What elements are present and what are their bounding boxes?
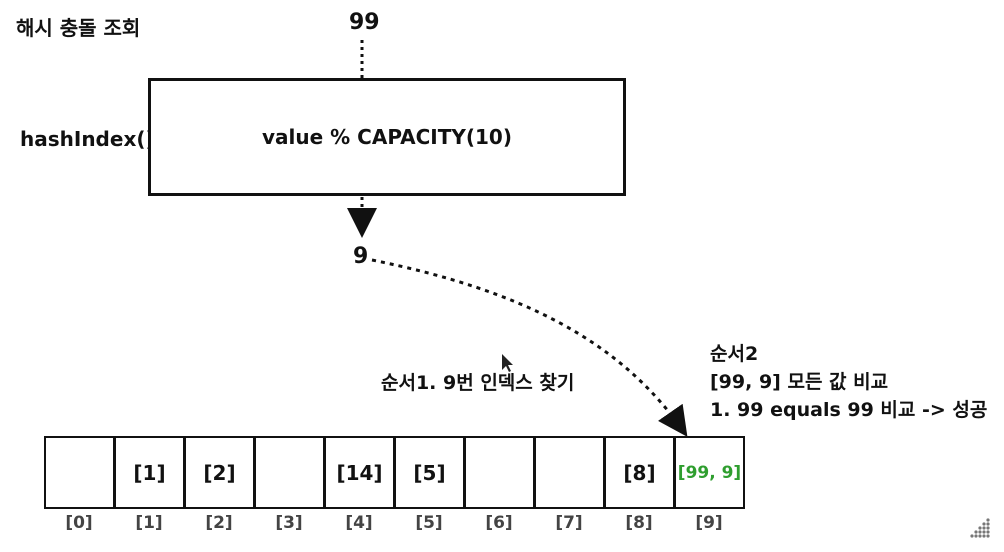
index-label-8: [8] (625, 513, 653, 533)
function-label: hashIndex() (20, 127, 155, 151)
bucket-4: [14] (324, 436, 395, 509)
index-labels: [0] [1] [2] [3] [4] [5] [6] [7] [8] [9] (44, 513, 744, 533)
bucket-0 (44, 436, 115, 509)
index-label-6: [6] (485, 513, 513, 533)
bucket-array: [1] [2] [14] [5] [8] [99, 9] (44, 436, 745, 509)
bucket-9: [99, 9] (674, 436, 745, 509)
mouse-cursor-icon (502, 354, 513, 372)
index-label-3: [3] (275, 513, 303, 533)
diagram-title: 해시 충돌 조회 (16, 16, 141, 40)
bucket-8: [8] (604, 436, 675, 509)
index-label-7: [7] (555, 513, 583, 533)
bucket-6 (464, 436, 535, 509)
step2-heading: 순서2 (710, 343, 759, 365)
index-label-9: [9] (695, 513, 723, 533)
input-value: 99 (349, 10, 380, 35)
step1-label: 순서1. 9번 인덱스 찾기 (381, 372, 575, 394)
resize-grip-icon[interactable] (970, 516, 992, 538)
step2-line2: 1. 99 equals 99 비교 -> 성공 (710, 399, 988, 421)
result-index: 9 (353, 244, 369, 269)
bucket-5: [5] (394, 436, 465, 509)
index-label-0: [0] (65, 513, 93, 533)
bucket-3 (254, 436, 325, 509)
bucket-7 (534, 436, 605, 509)
step2-notes: 순서2 [99, 9] 모든 값 비교 1. 99 equals 99 비교 -… (710, 340, 987, 424)
index-label-5: [5] (415, 513, 443, 533)
formula-text: value % CAPACITY(10) (262, 125, 512, 149)
index-label-4: [4] (345, 513, 373, 533)
hash-function-box: value % CAPACITY(10) (148, 78, 626, 196)
bucket-2: [2] (184, 436, 255, 509)
curved-arrow (371, 258, 688, 437)
step2-line1: [99, 9] 모든 값 비교 (710, 371, 889, 393)
bucket-1: [1] (114, 436, 185, 509)
index-label-2: [2] (205, 513, 233, 533)
index-label-1: [1] (135, 513, 163, 533)
